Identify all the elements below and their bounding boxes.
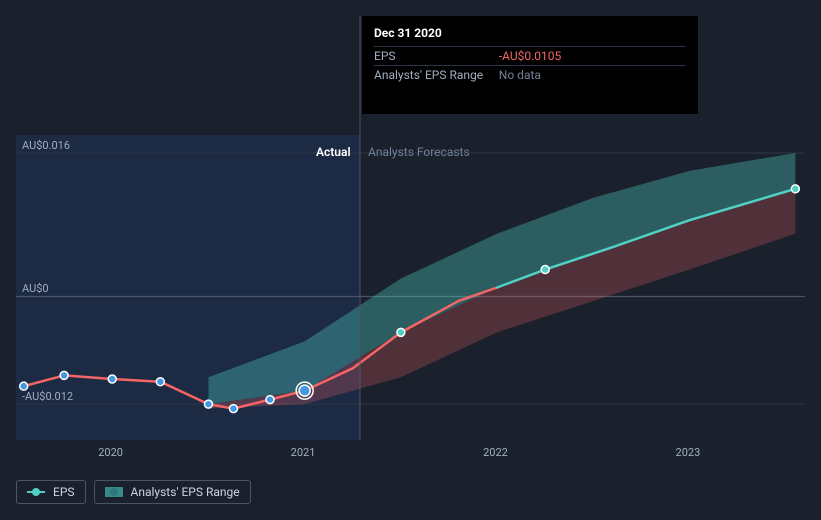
eps-forecast-chart: { "chart": { "width": 821, "height": 520… — [0, 0, 821, 520]
tooltip-row: EPS-AU$0.0105 — [374, 47, 686, 66]
range-swatch-icon — [105, 487, 123, 497]
tooltip-row-label: Analysts' EPS Range — [374, 66, 499, 85]
tooltip-row: Analysts' EPS RangeNo data — [374, 66, 686, 85]
tooltip-date: Dec 31 2020 — [374, 26, 686, 40]
y-axis-label: -AU$0.012 — [22, 390, 73, 403]
x-axis-label: 2023 — [676, 446, 701, 459]
region-label-forecast: Analysts Forecasts — [368, 145, 470, 159]
tooltip-row-value: No data — [499, 66, 686, 85]
x-axis-label: 2020 — [98, 446, 123, 459]
x-axis-label: 2021 — [291, 446, 316, 459]
legend-label: EPS — [53, 485, 75, 499]
chart-legend: EPS Analysts' EPS Range — [16, 480, 251, 504]
chart-tooltip: Dec 31 2020 EPS-AU$0.0105Analysts' EPS R… — [362, 16, 698, 114]
y-axis-label: AU$0.016 — [22, 139, 70, 152]
region-label-actual: Actual — [316, 145, 351, 159]
y-axis-label: AU$0 — [22, 282, 49, 295]
legend-item-range[interactable]: Analysts' EPS Range — [94, 480, 251, 504]
legend-label: Analysts' EPS Range — [131, 485, 240, 499]
tooltip-table: EPS-AU$0.0105Analysts' EPS RangeNo data — [374, 46, 686, 84]
tooltip-row-value: -AU$0.0105 — [499, 47, 686, 66]
eps-swatch-icon — [27, 487, 45, 497]
legend-item-eps[interactable]: EPS — [16, 480, 86, 504]
tooltip-row-label: EPS — [374, 47, 499, 66]
x-axis-label: 2022 — [483, 446, 508, 459]
